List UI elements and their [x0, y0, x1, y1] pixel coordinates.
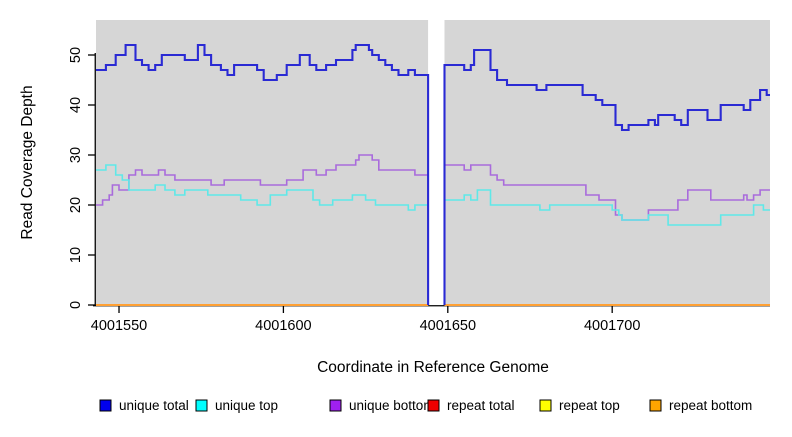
- legend-swatch: [329, 399, 342, 412]
- series-unique-total: [96, 43, 430, 305]
- legend-swatch: [539, 399, 552, 412]
- x-tick-label: 4001650: [420, 318, 476, 334]
- x-tick-label: 4001700: [584, 318, 640, 334]
- legend-swatch: [649, 399, 662, 412]
- legend-item-unique-total: unique total: [99, 398, 189, 413]
- legend-label: unique total: [119, 398, 189, 413]
- y-tick-label: 0: [68, 301, 84, 309]
- legend-label: unique top: [215, 398, 278, 413]
- legend-item-repeat-bottom: repeat bottom: [649, 398, 752, 413]
- series-unique-top: [96, 164, 429, 305]
- legend-swatch: [427, 399, 440, 412]
- y-tick-label: 20: [68, 197, 84, 213]
- no-data-gap: [428, 20, 445, 305]
- x-axis-title: Coordinate in Reference Genome: [317, 359, 549, 376]
- legend-label: repeat bottom: [669, 398, 752, 413]
- legend-item-repeat-total: repeat total: [427, 398, 515, 413]
- legend-item-unique-top: unique top: [195, 398, 278, 413]
- series-unique-bottom: [96, 154, 429, 305]
- x-tick-label: 4001600: [255, 318, 311, 334]
- y-tick-label: 30: [68, 147, 84, 163]
- y-axis-title: Read Coverage Depth: [19, 85, 36, 239]
- legend-label: unique bottom: [349, 398, 435, 413]
- series-unique-top: [443, 189, 770, 305]
- legend-item-unique-bottom: unique bottom: [329, 398, 435, 413]
- legend-label: repeat top: [559, 398, 620, 413]
- legend-swatch: [99, 399, 112, 412]
- y-tick-label: 40: [68, 97, 84, 113]
- legend-item-repeat-top: repeat top: [539, 398, 620, 413]
- y-tick-label: 50: [68, 47, 84, 63]
- series-unique-total: [443, 48, 770, 305]
- legend-label: repeat total: [447, 398, 515, 413]
- y-tick-label: 10: [68, 247, 84, 263]
- legend-swatch: [195, 399, 208, 412]
- x-tick-label: 4001550: [91, 318, 147, 334]
